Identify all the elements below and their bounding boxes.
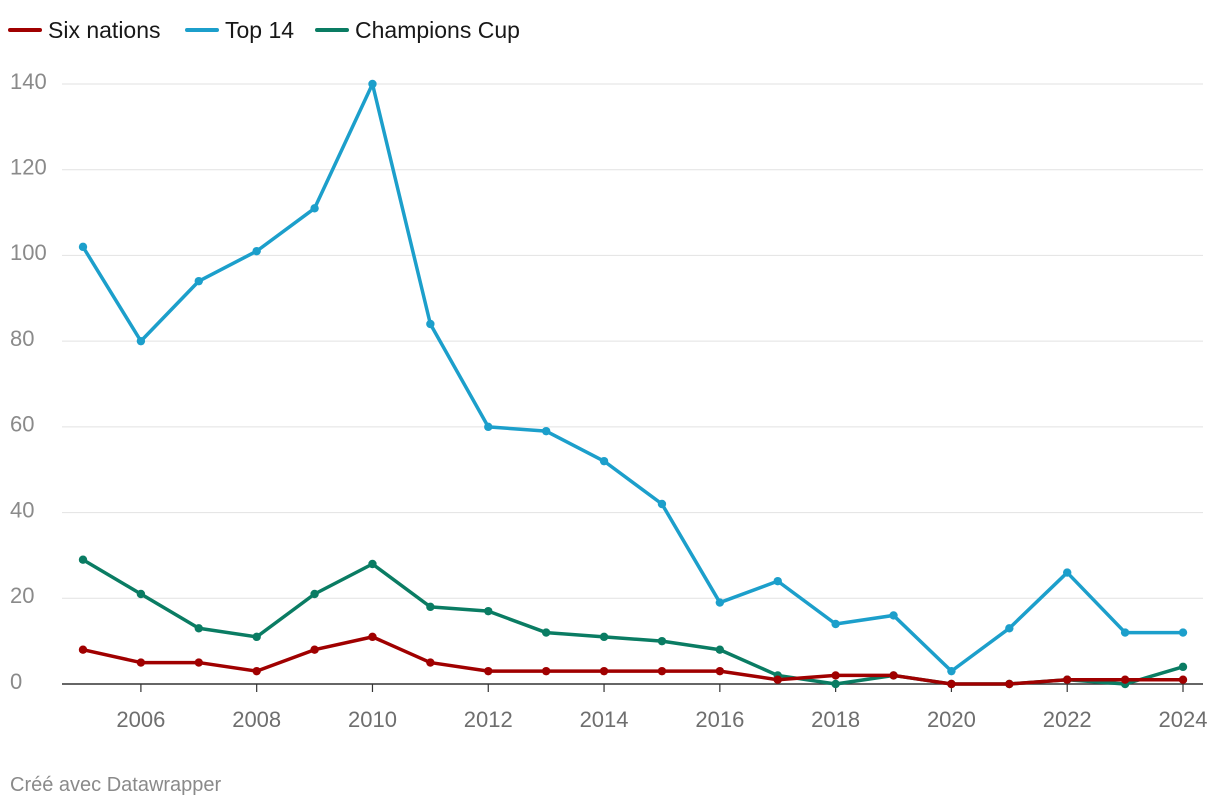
data-point-0-2012 (484, 667, 492, 675)
y-axis-ticks: 0 20 40 60 80 100 120 140 (10, 69, 47, 694)
legend-item-0: Six nations (10, 17, 161, 43)
data-point-0-2014 (600, 667, 608, 675)
data-point-2-2007 (195, 624, 203, 632)
legend-label-1: Top 14 (225, 17, 294, 43)
x-tick-label-2014: 2014 (580, 707, 629, 732)
data-point-0-2020 (947, 680, 955, 688)
data-point-0-2011 (426, 658, 434, 666)
data-point-1-2020 (947, 667, 955, 675)
data-point-2-2014 (600, 633, 608, 641)
y-tick-label-40: 40 (10, 497, 34, 522)
data-point-2-2016 (716, 646, 724, 654)
data-point-1-2011 (426, 320, 434, 328)
grid-lines (62, 84, 1203, 598)
data-point-1-2010 (368, 80, 376, 88)
data-point-1-2016 (716, 598, 724, 606)
data-point-0-2017 (774, 676, 782, 684)
data-point-2-2006 (137, 590, 145, 598)
data-point-2-2008 (252, 633, 260, 641)
credit-text: Créé avec Datawrapper (10, 774, 221, 797)
data-point-1-2018 (831, 620, 839, 628)
data-point-0-2018 (831, 671, 839, 679)
legend-item-1: Top 14 (187, 17, 294, 43)
y-tick-label-20: 20 (10, 583, 34, 608)
series-1 (79, 80, 1187, 676)
series-layer (79, 80, 1187, 688)
x-axis: 2006 2008 2010 2012 2014 2016 2018 2020 2022 2024 (62, 684, 1207, 732)
data-point-0-2010 (368, 633, 376, 641)
x-tick-label-2008: 2008 (232, 707, 281, 732)
data-point-2-2010 (368, 560, 376, 568)
data-point-0-2024 (1179, 676, 1187, 684)
data-point-2-2024 (1179, 663, 1187, 671)
legend-item-2: Champions Cup (317, 17, 520, 43)
data-point-0-2013 (542, 667, 550, 675)
data-point-0-2015 (658, 667, 666, 675)
legend: Six nations Top 14 Champions Cup (10, 17, 520, 43)
data-point-2-2009 (310, 590, 318, 598)
data-point-1-2023 (1121, 628, 1129, 636)
data-point-2-2012 (484, 607, 492, 615)
x-tick-label-2012: 2012 (464, 707, 513, 732)
data-point-0-2006 (137, 658, 145, 666)
y-tick-label-60: 60 (10, 412, 34, 437)
data-point-1-2019 (889, 611, 897, 619)
data-point-0-2009 (310, 646, 318, 654)
data-point-1-2024 (1179, 628, 1187, 636)
legend-label-0: Six nations (48, 17, 161, 43)
line-chart: Six nations Top 14 Champions Cup 0 20 40 60 80… (0, 0, 1220, 760)
data-point-0-2016 (716, 667, 724, 675)
data-point-1-2009 (310, 204, 318, 212)
y-tick-label-100: 100 (10, 240, 47, 265)
x-tick-label-2010: 2010 (348, 707, 397, 732)
data-point-1-2005 (79, 243, 87, 251)
data-point-1-2012 (484, 423, 492, 431)
data-point-2-2013 (542, 628, 550, 636)
x-tick-label-2022: 2022 (1043, 707, 1092, 732)
data-point-1-2013 (542, 427, 550, 435)
data-point-1-2014 (600, 457, 608, 465)
series-line-1 (83, 84, 1183, 671)
data-point-1-2008 (252, 247, 260, 255)
x-tick-label-2018: 2018 (811, 707, 860, 732)
data-point-1-2022 (1063, 568, 1071, 576)
data-point-0-2008 (252, 667, 260, 675)
legend-label-2: Champions Cup (355, 17, 520, 43)
data-point-0-2007 (195, 658, 203, 666)
data-point-1-2015 (658, 500, 666, 508)
data-point-0-2019 (889, 671, 897, 679)
data-point-1-2006 (137, 337, 145, 345)
data-point-0-2021 (1005, 680, 1013, 688)
data-point-0-2022 (1063, 676, 1071, 684)
x-tick-label-2006: 2006 (116, 707, 165, 732)
data-point-2-2005 (79, 556, 87, 564)
series-0 (79, 633, 1187, 689)
data-point-1-2021 (1005, 624, 1013, 632)
data-point-1-2017 (774, 577, 782, 585)
series-line-0 (83, 637, 1183, 684)
data-point-0-2023 (1121, 676, 1129, 684)
y-tick-label-80: 80 (10, 326, 34, 351)
data-point-1-2007 (195, 277, 203, 285)
x-tick-label-2016: 2016 (695, 707, 744, 732)
x-tick-label-2024: 2024 (1159, 707, 1208, 732)
data-point-0-2005 (79, 646, 87, 654)
y-tick-label-0: 0 (10, 669, 22, 694)
data-point-2-2018 (831, 680, 839, 688)
y-tick-label-140: 140 (10, 69, 47, 94)
y-tick-label-120: 120 (10, 155, 47, 180)
x-tick-label-2020: 2020 (927, 707, 976, 732)
data-point-2-2015 (658, 637, 666, 645)
data-point-2-2011 (426, 603, 434, 611)
